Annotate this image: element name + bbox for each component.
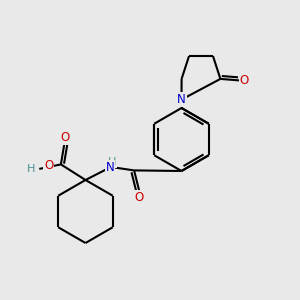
- Text: N: N: [106, 161, 115, 174]
- Text: H: H: [108, 157, 116, 167]
- Text: O: O: [44, 159, 53, 172]
- Text: H: H: [27, 164, 35, 174]
- Text: O: O: [240, 74, 249, 87]
- Text: O: O: [135, 191, 144, 204]
- Text: O: O: [60, 131, 69, 144]
- Text: N: N: [177, 93, 186, 106]
